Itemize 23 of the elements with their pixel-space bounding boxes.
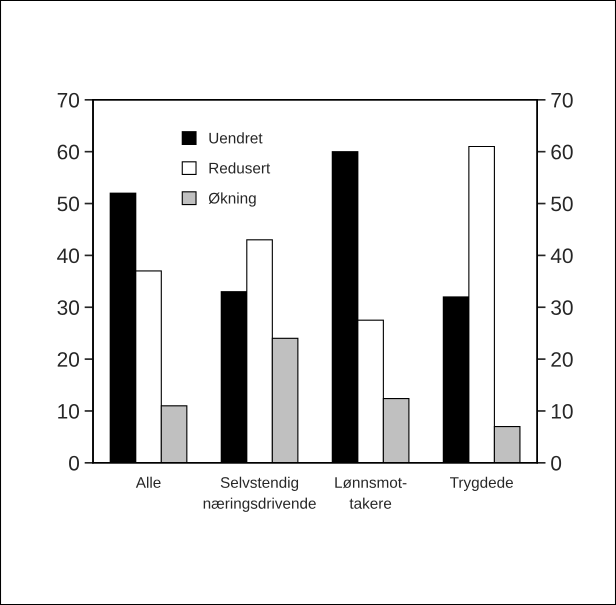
legend-label: Uendret <box>209 132 262 144</box>
x-tick-label: Lønnsmot- takere <box>335 477 406 509</box>
y-tick-label: 60 <box>58 144 80 160</box>
legend-label: Redusert <box>209 162 270 174</box>
y2-tick-label: 0 <box>551 456 562 471</box>
y-tick-label: 30 <box>57 300 80 316</box>
x-tick-label: Trygdede <box>450 476 513 491</box>
y-tick-label: 10 <box>58 404 80 419</box>
y-tick-label: 40 <box>57 248 80 264</box>
legend-label: Økning <box>208 192 256 207</box>
y2-tick-label: 40 <box>550 248 573 264</box>
y-tick-label: 70 <box>58 92 80 108</box>
y2-tick-label: 60 <box>551 144 573 160</box>
y2-tick-label: 70 <box>551 92 573 108</box>
y2-tick-label: 10 <box>552 404 573 419</box>
y2-tick-label: 30 <box>551 300 573 316</box>
x-tick-label: Selvstendig næringsdrivende <box>204 476 316 512</box>
y-tick-label: 0 <box>69 456 80 471</box>
y2-tick-label: 50 <box>551 196 573 212</box>
y-tick-label: 50 <box>57 196 80 212</box>
y2-tick-label: 20 <box>551 352 573 367</box>
y-tick-label: 20 <box>58 352 80 367</box>
x-tick-label: Alle <box>136 476 161 488</box>
